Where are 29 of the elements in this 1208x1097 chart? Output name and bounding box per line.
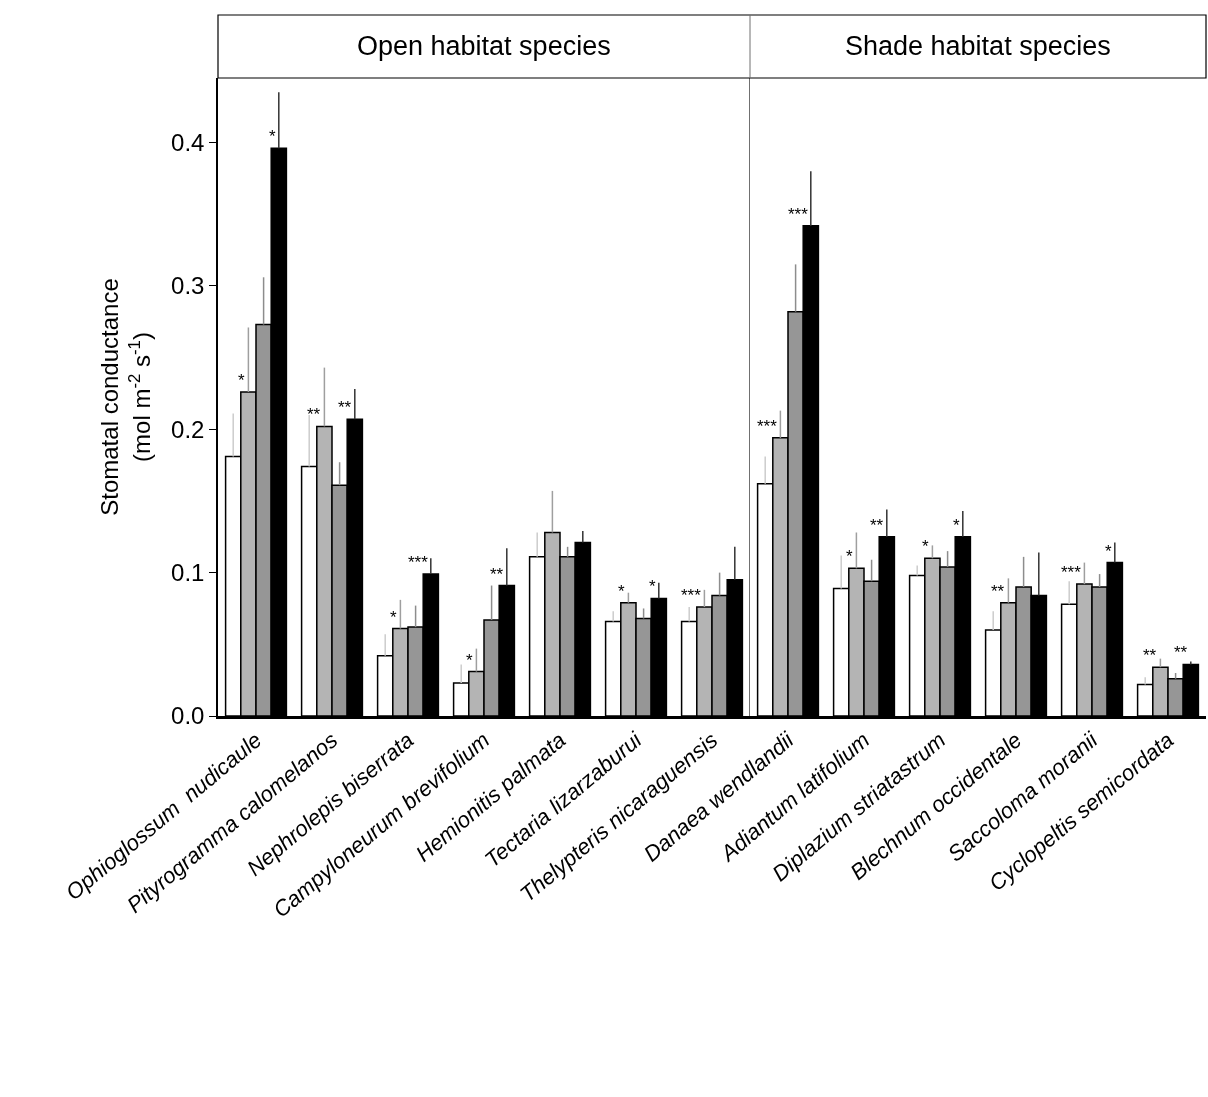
y-tick-label: 0.3 [171, 272, 205, 300]
data-label: *** [788, 205, 809, 224]
data-label: ** [870, 516, 884, 535]
data-label: * [649, 577, 656, 596]
data-label: *** [681, 586, 702, 605]
data-label: ** [490, 565, 504, 584]
y-tick-label: 0.0 [171, 702, 205, 730]
data-label: ** [338, 398, 352, 417]
chart-title: Shade habitat species [845, 31, 1111, 61]
y-tick-label: 0.4 [171, 128, 205, 156]
data-label: * [238, 371, 245, 390]
y-tick-label: 0.1 [171, 559, 205, 587]
y-tick-label: 0.2 [171, 415, 205, 443]
data-label: ** [991, 582, 1005, 601]
data-label: * [618, 582, 625, 601]
data-label: ** [1143, 646, 1157, 665]
data-label: * [390, 608, 397, 627]
data-label: ** [307, 405, 321, 424]
data-label: * [466, 651, 473, 670]
data-label: * [846, 547, 853, 566]
data-label: *** [408, 553, 429, 572]
data-label: *** [757, 417, 778, 436]
data-label: ** [1174, 643, 1188, 662]
data-label: * [1105, 542, 1112, 561]
chart-title: Open habitat species [357, 31, 611, 61]
data-label: * [922, 537, 929, 556]
data-label: *** [1061, 563, 1082, 582]
data-label: * [269, 127, 276, 146]
data-label: * [953, 516, 960, 535]
